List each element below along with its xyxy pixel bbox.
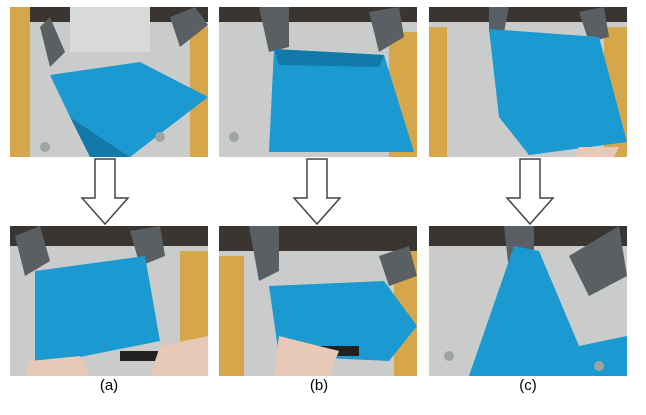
down-arrow-icon-c xyxy=(505,158,555,226)
down-arrow-icon-b xyxy=(292,158,342,226)
photo-b-after xyxy=(219,226,417,376)
caption-a: (a) xyxy=(99,377,119,394)
down-arrow-icon-a xyxy=(80,158,130,226)
photo-a-after xyxy=(10,226,208,376)
caption-b: (b) xyxy=(309,377,329,394)
caption-c: (c) xyxy=(519,377,537,394)
photo-a-before xyxy=(10,7,208,157)
photo-c-before xyxy=(429,7,627,157)
photo-b-before xyxy=(219,7,417,157)
photo-c-after xyxy=(429,226,627,376)
